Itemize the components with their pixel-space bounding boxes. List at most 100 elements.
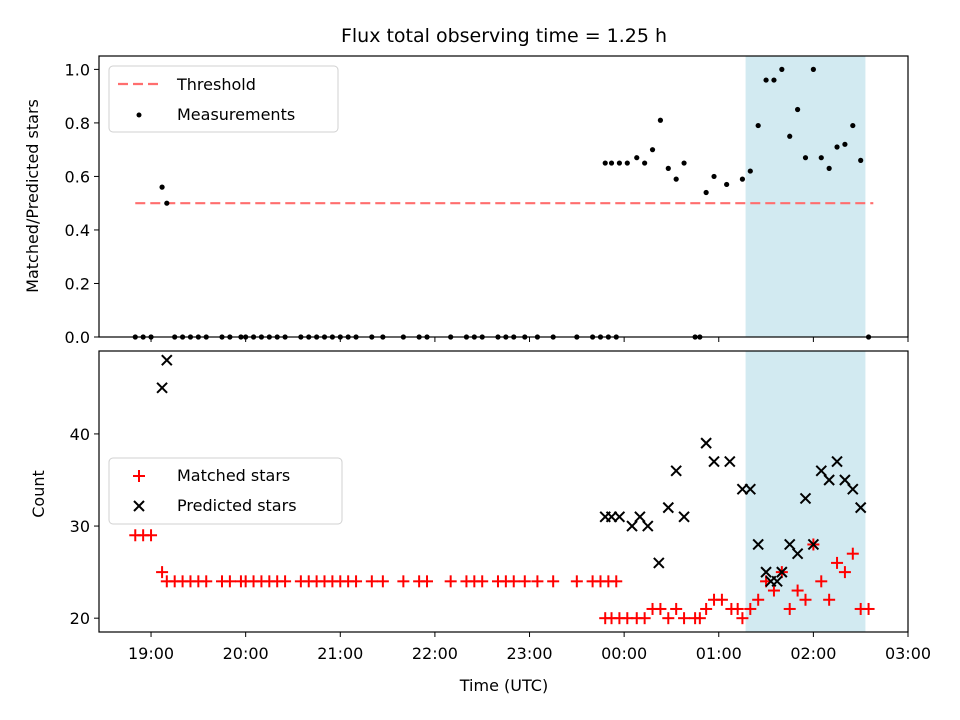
matched-star-point [638, 612, 651, 625]
matched-star-point [693, 612, 706, 625]
measurement-point [624, 160, 630, 166]
top-legend: Threshold Measurements [108, 65, 339, 133]
matched-star-point [715, 593, 728, 606]
predicted-star-point [815, 465, 827, 477]
measurement-point [657, 117, 664, 123]
measurement-point [810, 66, 816, 72]
matched-star-point [223, 575, 236, 588]
matched-star-point [846, 547, 859, 560]
x-tick-label: 22:00 [412, 644, 458, 663]
matched-star-point [838, 566, 851, 579]
predicted-star-point [776, 566, 788, 578]
predicted-star-point [642, 520, 654, 532]
matched-star-point [815, 575, 828, 588]
measurement-point [818, 155, 824, 161]
matched-star-point [662, 612, 675, 625]
top-y-ticks: 0.0 0.2 0.4 0.6 0.8 1.0 [65, 60, 99, 347]
x-axis-label: Time (UTC) [459, 676, 548, 695]
measurement-point [665, 165, 671, 171]
matched-star-point [700, 602, 713, 615]
predicted-star-point [807, 538, 820, 551]
top-observation-window [745, 56, 866, 337]
measurement-point [724, 181, 730, 188]
legend-matched-swatch [133, 470, 145, 482]
predicted-star-point [831, 455, 843, 468]
predicted-star-point [156, 382, 168, 394]
predicted-star-point [791, 547, 804, 560]
top-y-tick-label: 0.2 [65, 274, 90, 293]
matched-star-point [350, 575, 363, 588]
measurement-point [763, 77, 769, 83]
measurement-point [159, 184, 165, 190]
matched-star-point [570, 575, 583, 588]
bottom-y-tick-label: 40 [70, 425, 90, 444]
measurement-point [858, 157, 864, 163]
legend-measurements-swatch [136, 112, 142, 118]
matched-star-point [752, 593, 765, 606]
top-y-tick-label: 0.4 [65, 221, 90, 240]
legend-measurements-label: Measurements [177, 105, 295, 124]
predicted-star-point [724, 455, 736, 468]
matched-star-point [767, 584, 780, 597]
predicted-star-point [613, 511, 626, 523]
top-y-axis-label: Matched/Predicted stars [23, 99, 42, 293]
predicted-star-point [847, 483, 859, 495]
top-y-tick-label: 1.0 [65, 60, 90, 79]
measurement-point [739, 176, 746, 182]
measurement-point [842, 141, 848, 147]
x-tick-label: 02:00 [790, 644, 836, 663]
legend-threshold-label: Threshold [176, 75, 256, 94]
bottom-legend: Matched stars Predicted stars [108, 457, 343, 525]
matched-star-point [547, 575, 560, 588]
predicted-star-point [854, 501, 867, 514]
matched-star-point [156, 566, 169, 579]
predicted-star-points [156, 354, 867, 588]
matched-star-point [444, 575, 457, 588]
matched-star-point [791, 584, 804, 597]
matched-star-point [783, 602, 796, 615]
bottom-y-tick-label: 30 [70, 517, 90, 536]
predicted-star-point [626, 520, 638, 532]
bottom-panel: 20 30 40 19:00 20:00 21:00 22:00 23:00 00:00 01:… [29, 350, 931, 695]
predicted-star-point [799, 492, 812, 505]
x-tick-label: 00:00 [601, 644, 647, 663]
measurement-point [802, 155, 809, 161]
top-y-tick-label: 0.0 [65, 328, 90, 347]
matched-star-point [862, 602, 875, 615]
top-panel: 0.0 0.2 0.4 0.6 0.8 1.0 Matched/Predicted sta… [23, 55, 909, 347]
matched-star-point [654, 602, 667, 615]
predicted-star-point [744, 483, 757, 495]
predicted-star-point [823, 474, 835, 486]
measurement-point [747, 168, 753, 174]
bottom-y-tick-label: 20 [70, 609, 90, 628]
matched-star-point [397, 575, 410, 588]
measurement-point [850, 122, 856, 129]
bottom-observation-window [745, 351, 866, 632]
matched-star-point [678, 612, 691, 625]
predicted-star-point [653, 557, 665, 569]
x-tick-label: 03:00 [885, 644, 931, 663]
measurement-point [703, 189, 709, 196]
measurement-point [602, 160, 608, 166]
predicted-star-point [839, 474, 851, 486]
bottom-y-ticks: 20 30 40 [70, 425, 99, 628]
top-y-tick-label: 0.8 [65, 114, 90, 133]
measurement-point [826, 165, 832, 171]
legend-predicted-label: Predicted stars [177, 496, 297, 515]
measurement-point [634, 155, 640, 161]
predicted-star-point [678, 511, 690, 523]
measurement-point [787, 133, 793, 139]
matched-star-point [831, 556, 844, 569]
predicted-star-point [634, 511, 646, 523]
predicted-star-point [662, 501, 675, 514]
predicted-star-point [708, 455, 720, 468]
measurement-point [711, 173, 717, 180]
predicted-star-point [670, 465, 682, 477]
matched-star-point [823, 593, 836, 606]
measurement-point [681, 160, 687, 166]
matched-star-point [744, 602, 757, 615]
measurement-point [771, 77, 777, 83]
top-plot-frame [98, 55, 909, 338]
measurement-point [673, 176, 679, 182]
